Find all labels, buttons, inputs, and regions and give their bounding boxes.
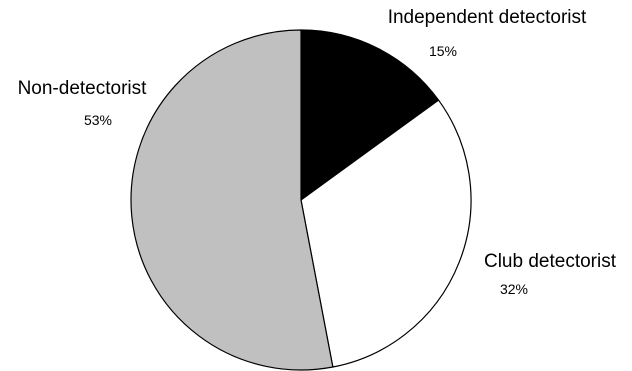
slice-value-club-detectorist: 32% xyxy=(500,281,528,297)
pie-slice-independent-detectorist xyxy=(300,29,440,201)
pie-slices xyxy=(130,29,472,371)
pie-slice-non-detectorist xyxy=(130,29,334,371)
slice-label-independent-detectorist: Independent detectorist xyxy=(388,7,587,28)
slice-label-club-detectorist: Club detectorist xyxy=(484,251,617,272)
pie-labels: Independent detectorist 15% Club detecto… xyxy=(18,7,617,297)
slice-label-non-detectorist: Non-detectorist xyxy=(18,78,148,99)
pie-slice-club-detectorist xyxy=(300,99,472,368)
slice-value-independent-detectorist: 15% xyxy=(429,43,457,59)
slice-value-non-detectorist: 53% xyxy=(84,112,112,128)
